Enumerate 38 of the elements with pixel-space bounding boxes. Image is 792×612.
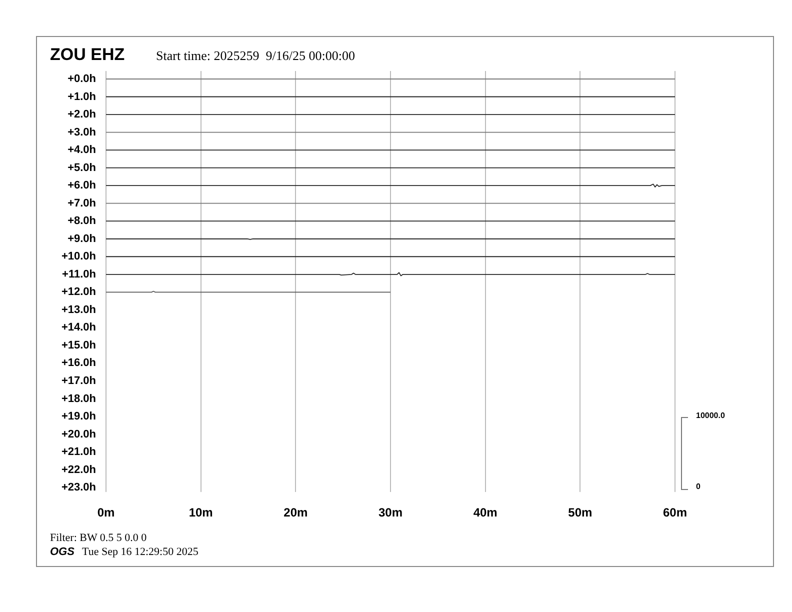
y-tick-label: +15.0h <box>61 339 96 352</box>
y-tick-label: +23.0h <box>61 482 96 494</box>
y-tick-label: +3.0h <box>68 126 96 138</box>
chart-subtitle: Start time: 2025259 9/16/25 00:00:00 <box>156 48 355 64</box>
y-tick-label: +19.0h <box>61 410 96 423</box>
y-tick-label: +6.0h <box>68 180 96 192</box>
text: 10000.0 <box>696 411 725 420</box>
y-tick-label: +1.0h <box>68 90 96 103</box>
x-tick-label: 10m <box>188 506 213 520</box>
y-tick-label: +13.0h <box>61 304 96 316</box>
y-tick-label: +9.0h <box>68 232 96 245</box>
y-tick-label: +14.0h <box>61 322 96 334</box>
y-tick-label: +4.0h <box>68 144 96 156</box>
x-tick-label: 20m <box>284 506 308 520</box>
y-tick-label: +12.0h <box>61 286 96 298</box>
chart-title: ZOU EHZ <box>50 45 125 65</box>
y-tick-label: +20.0h <box>61 428 96 440</box>
y-tick-label: +0.0h <box>68 73 96 86</box>
y-tick-label: +7.0h <box>68 197 96 210</box>
y-tick-label: +17.0h <box>61 375 96 388</box>
y-tick-label: +2.0h <box>68 108 96 121</box>
x-tick-label: 30m <box>378 506 403 520</box>
y-tick-label: +18.0h <box>61 392 96 405</box>
y-tick-label: +5.0h <box>68 162 96 174</box>
x-tick-label: 60m <box>662 506 688 520</box>
y-tick-label: +8.0h <box>68 215 96 228</box>
y-tick-label: +22.0h <box>61 464 96 476</box>
y-tick-label: +11.0h <box>62 268 96 280</box>
y-tick-label: +10.0h <box>61 250 96 263</box>
text: 0 <box>696 482 700 491</box>
y-tick-label: +16.0h <box>61 357 96 370</box>
text: OGS <box>50 546 74 558</box>
text: Tue Sep 16 12:29:50 2025 <box>82 546 198 558</box>
x-tick-label: 50m <box>568 506 592 520</box>
text: Filter: BW 0.5 5 0.0 0 <box>50 532 147 544</box>
x-tick-label: 0m <box>97 506 115 520</box>
y-tick-label: +21.0h <box>61 446 96 458</box>
x-tick-label: 40m <box>473 506 498 520</box>
